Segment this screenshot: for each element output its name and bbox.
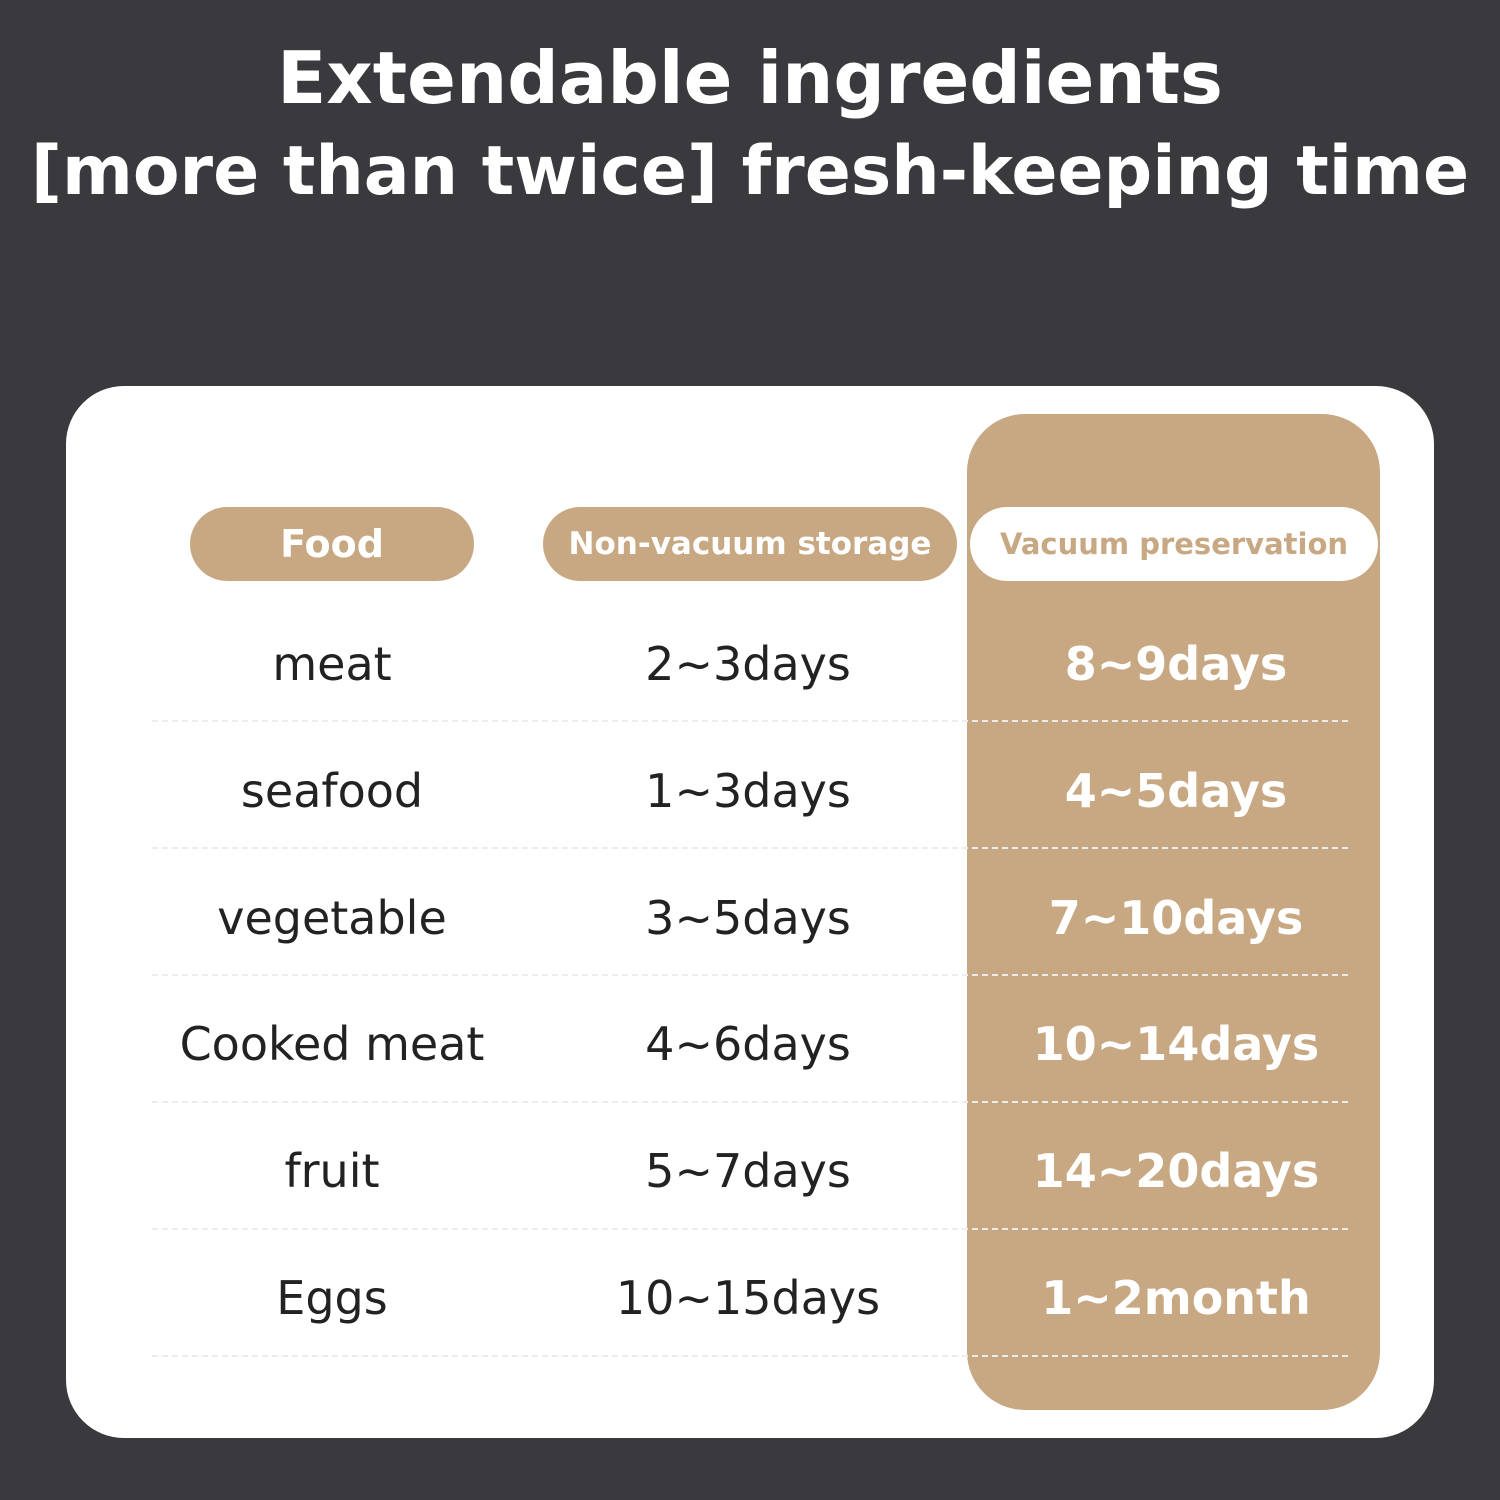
food-cell: vegetable [217, 891, 447, 945]
table-row: meat 2~3days 8~9days [0, 601, 1500, 727]
food-cell: seafood [240, 764, 424, 818]
non-vacuum-cell: 5~7days [645, 1144, 851, 1198]
row-divider [152, 974, 1348, 976]
food-cell: Eggs [276, 1271, 388, 1325]
food-cell: fruit [284, 1144, 380, 1198]
row-divider [152, 1228, 1348, 1230]
vacuum-cell: 14~20days [1032, 1144, 1320, 1198]
row-divider [152, 720, 1348, 722]
non-vacuum-cell: 10~15days [615, 1271, 881, 1325]
table-row: vegetable 3~5days 7~10days [0, 855, 1500, 981]
food-cell: meat [272, 637, 392, 691]
vacuum-cell: 7~10days [1048, 891, 1304, 945]
table-row: fruit 5~7days 14~20days [0, 1108, 1500, 1234]
non-vacuum-cell: 1~3days [645, 764, 851, 818]
table-row: Cooked meat 4~6days 10~14days [0, 981, 1500, 1107]
non-vacuum-cell: 3~5days [645, 891, 851, 945]
row-divider [152, 1101, 1348, 1103]
non-vacuum-cell: 4~6days [645, 1017, 851, 1071]
vacuum-cell: 8~9days [1064, 637, 1288, 691]
vacuum-cell: 1~2month [1041, 1271, 1311, 1325]
header-food: Food [190, 507, 474, 581]
vacuum-cell: 10~14days [1032, 1017, 1320, 1071]
table-row: Eggs 10~15days 1~2month [0, 1235, 1500, 1361]
headline-line-1: Extendable ingredients [277, 36, 1223, 120]
non-vacuum-cell: 2~3days [645, 637, 851, 691]
header-vacuum-preservation: Vacuum preservation [970, 507, 1378, 581]
table-row: seafood 1~3days 4~5days [0, 728, 1500, 854]
row-divider [152, 1355, 1348, 1357]
food-cell: Cooked meat [179, 1017, 485, 1071]
header-non-vacuum-storage: Non-vacuum storage [543, 507, 957, 581]
vacuum-cell: 4~5days [1064, 764, 1288, 818]
headline-line-2: [more than twice] fresh-keeping time [30, 132, 1470, 211]
row-divider [152, 847, 1348, 849]
